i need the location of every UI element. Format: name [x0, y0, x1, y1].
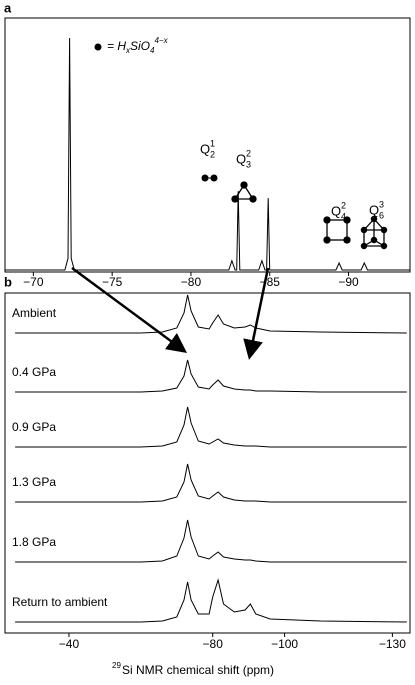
spectrum-line: [5, 37, 410, 271]
legend-note-sub: x: [125, 46, 131, 55]
series-label: 0.4 GPa: [12, 365, 56, 379]
x-axis-title: Si NMR chemical shift (ppm): [122, 663, 274, 677]
spectrum-line: [15, 463, 407, 503]
series-label: 1.3 GPa: [12, 475, 56, 489]
x-tick-label: −130: [379, 637, 406, 651]
species-label: Q: [236, 151, 246, 166]
x-tick-label: −40: [59, 637, 80, 651]
panel-label: a: [4, 0, 12, 15]
species-sub: 6: [379, 210, 384, 220]
legend-note-sup: 4−x: [154, 36, 168, 45]
panel-label: b: [4, 274, 12, 289]
species-label: Q: [369, 202, 379, 217]
trimer-icon: [231, 181, 257, 203]
dimer-icon: [201, 174, 218, 182]
species-sub: 4: [341, 211, 346, 221]
species-sub: 3: [246, 159, 251, 169]
series-label: 0.9 GPa: [12, 420, 56, 434]
marker-icon: [94, 43, 102, 51]
species-sup: 3: [379, 199, 384, 209]
tetramer-icon: [323, 216, 351, 244]
spectrum-line: [15, 294, 407, 334]
x-tick-label: −85: [260, 275, 281, 289]
prism-icon: [360, 215, 388, 250]
arrow: [71, 266, 188, 353]
species-label: Q: [200, 141, 210, 156]
spectrum-line: [15, 578, 407, 623]
x-tick-label: −80: [203, 637, 224, 651]
species-label: Q: [331, 203, 341, 218]
plot-frame: [4, 292, 411, 634]
series-label: Return to ambient: [12, 595, 108, 609]
x-axis-title-sup: 29: [112, 661, 121, 670]
arrow: [243, 267, 270, 360]
species-sub: 2: [210, 149, 215, 159]
x-tick-label: −90: [338, 275, 359, 289]
spectrum-line: [15, 519, 407, 563]
series-label: 1.8 GPa: [12, 535, 56, 549]
species-sup: 2: [246, 148, 251, 158]
spectrum-line: [15, 406, 407, 448]
species-sup: 1: [210, 138, 215, 148]
x-tick-label: −75: [102, 275, 123, 289]
plot-frame: [4, 17, 411, 273]
x-tick-label: −100: [271, 637, 298, 651]
legend-note-text: = H: [107, 39, 126, 53]
legend-note-mid: SiO: [130, 39, 150, 53]
x-tick-label: −80: [181, 275, 202, 289]
species-sup: 2: [341, 200, 346, 210]
legend-note: = HxSiO44−x: [107, 36, 169, 55]
legend-note-sub: 4: [150, 46, 155, 55]
spectrum-line: [15, 359, 407, 393]
series-label: Ambient: [12, 306, 57, 320]
x-tick-label: −70: [23, 275, 44, 289]
